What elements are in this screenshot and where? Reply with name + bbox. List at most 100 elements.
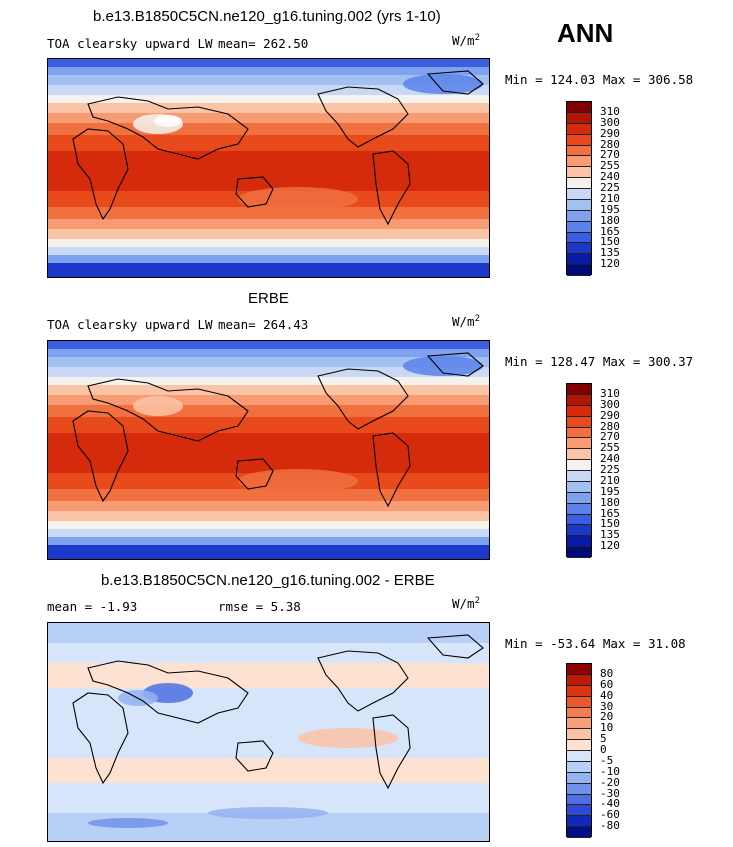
colorbar-tick-label: 5 [600, 732, 607, 746]
panel2-map [47, 340, 490, 560]
colorbar-tick-label: 290 [600, 408, 620, 422]
colorbar-tick-label: 210 [600, 473, 620, 487]
colorbar-tick-label: -5 [600, 753, 614, 767]
colorbar-box [567, 827, 591, 838]
colorbar-tick-label: 210 [600, 191, 620, 205]
colorbar-tick-label: 225 [600, 463, 620, 476]
colorbar-box [567, 156, 591, 168]
colorbar-tick-label: 60 [600, 677, 614, 691]
colorbar-box [567, 416, 591, 428]
panel3-title: b.e13.B1850C5CN.ne120_g16.tuning.002 - E… [101, 572, 435, 589]
colorbar-box [567, 696, 591, 708]
panel3-mean: mean = -1.93 [47, 599, 138, 614]
colorbar-tick-label: -40 [600, 797, 620, 811]
panel1-units: W/m2 [452, 33, 480, 49]
colorbar-box [567, 394, 591, 406]
colorbar-box [567, 685, 591, 697]
colorbar-tick-label: 10 [600, 721, 614, 735]
colorbar-box [567, 503, 591, 515]
colorbar-box [567, 438, 591, 450]
colorbar-box [567, 123, 591, 135]
colorbar-box [567, 265, 591, 276]
panel1-colorbar [566, 101, 592, 276]
panel1-variable-label: TOA clearsky upward LW [47, 36, 213, 51]
colorbar-box [567, 783, 591, 795]
colorbar-tick-label: 270 [600, 148, 620, 162]
colorbar-tick-label: 180 [600, 495, 620, 509]
colorbar-box [567, 449, 591, 461]
colorbar-tick-label: 165 [600, 224, 620, 238]
colorbar-tick-label: 255 [600, 159, 620, 173]
colorbar-box [567, 761, 591, 773]
colorbar-box [567, 210, 591, 222]
colorbar-tick-label: 280 [600, 419, 620, 433]
panel2-title: ERBE [248, 290, 289, 307]
colorbar-box [567, 805, 591, 817]
colorbar-box [567, 199, 591, 211]
panel3-minmax: Min = -53.64 Max = 31.08 [505, 636, 686, 651]
panel3-units: W/m2 [452, 596, 480, 612]
colorbar-tick-label: 150 [600, 235, 620, 249]
colorbar-box [567, 243, 591, 255]
season-label: ANN [557, 18, 614, 48]
colorbar-tick-label: 150 [600, 517, 620, 531]
colorbar-box [567, 740, 591, 751]
colorbar-box [567, 427, 591, 439]
colorbar-tick-label: 180 [600, 213, 620, 227]
panel1-title: b.e13.B1850C5CN.ne120_g16.tuning.002 (yr… [93, 8, 441, 25]
colorbar-box [567, 189, 591, 200]
colorbar-tick-label: 165 [600, 506, 620, 520]
colorbar-tick-label: -20 [600, 775, 620, 789]
colorbar-box [567, 674, 591, 686]
colorbar-tick-label: 280 [600, 137, 620, 151]
colorbar-box [567, 492, 591, 504]
colorbar-tick-label: 240 [600, 452, 620, 466]
colorbar-box [567, 145, 591, 157]
colorbar-tick-label: 80 [600, 666, 614, 680]
colorbar-box [567, 405, 591, 417]
colorbar-box [567, 481, 591, 493]
colorbar-tick-label: -30 [600, 786, 620, 800]
colorbar-box [567, 525, 591, 537]
colorbar-tick-label: 310 [600, 104, 620, 118]
colorbar-tick-label: 120 [600, 539, 620, 553]
colorbar-tick-label: 40 [600, 688, 614, 702]
colorbar-tick-label: 30 [600, 699, 614, 713]
panel1-mean: mean= 262.50 [218, 36, 309, 51]
colorbar-box [567, 751, 591, 762]
panel3-map [47, 622, 490, 842]
colorbar-tick-label: 195 [600, 202, 620, 216]
colorbar-box [567, 794, 591, 806]
colorbar-tick-label: 300 [600, 115, 620, 129]
colorbar-box [567, 514, 591, 526]
colorbar-box [567, 816, 591, 828]
colorbar-tick-label: 255 [600, 441, 620, 455]
colorbar-tick-label: 310 [600, 386, 620, 400]
colorbar-tick-label: 290 [600, 126, 620, 140]
panel1-minmax: Min = 124.03 Max = 306.58 [505, 72, 694, 87]
colorbar-box [567, 221, 591, 233]
colorbar-tick-label: 240 [600, 170, 620, 184]
colorbar-box [567, 536, 591, 548]
colorbar-tick-label: 300 [600, 397, 620, 411]
panel3-colorbar [566, 663, 592, 838]
colorbar-box [567, 707, 591, 719]
colorbar-tick-label: 135 [600, 246, 620, 260]
colorbar-box [567, 134, 591, 146]
panel2-colorbar [566, 383, 592, 558]
panel2-variable-label: TOA clearsky upward LW [47, 317, 213, 332]
colorbar-box [567, 718, 591, 730]
colorbar-box [567, 664, 591, 675]
panel3-rmse: rmse = 5.38 [218, 599, 301, 614]
colorbar-tick-label: -80 [600, 819, 620, 833]
colorbar-box [567, 254, 591, 266]
colorbar-box [567, 167, 591, 179]
colorbar-box [567, 112, 591, 124]
colorbar-box [567, 547, 591, 558]
colorbar-tick-label: 270 [600, 430, 620, 444]
colorbar-box [567, 729, 591, 741]
colorbar-box [567, 232, 591, 244]
colorbar-tick-label: 135 [600, 528, 620, 542]
colorbar-box [567, 460, 591, 471]
colorbar-tick-label: -60 [600, 808, 620, 822]
